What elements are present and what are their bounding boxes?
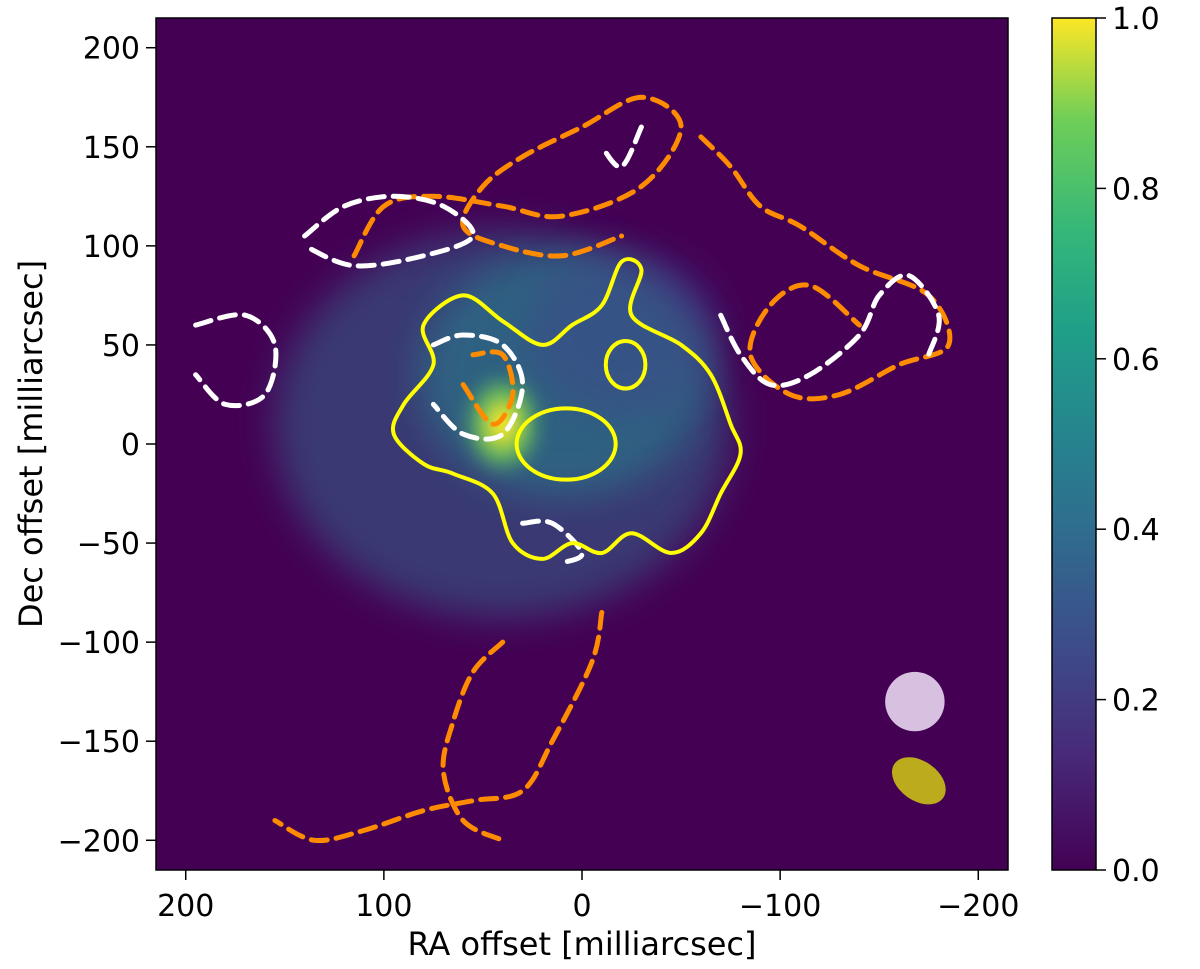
y-tick-label: 150 — [83, 131, 140, 166]
contour-layer — [193, 94, 953, 844]
contour-dashed-white — [193, 312, 279, 409]
x-tick-label: −200 — [937, 889, 1019, 924]
emission-layer — [274, 230, 731, 618]
y-tick-label: −50 — [77, 527, 140, 562]
y-tick-label: −150 — [58, 725, 140, 760]
beam-ellipse — [891, 757, 946, 805]
x-tick-label: 100 — [355, 889, 412, 924]
contour-dashed-orange — [460, 349, 516, 427]
x-tick-label: 0 — [572, 889, 591, 924]
x-axis-label: RA offset [milliarcsec] — [407, 925, 756, 963]
colorbar-tick-label: 0.6 — [1112, 343, 1160, 378]
y-axis-ticks: −200 −150 −100 −50 0 50 100 150 200 — [58, 32, 156, 859]
contour-dashed-white — [520, 518, 585, 566]
y-axis-label: Dec offset [milliarcsec] — [12, 260, 50, 628]
y-tick-label: −200 — [58, 824, 140, 859]
contour-solid-hole — [514, 406, 618, 482]
beam-ellipse — [885, 671, 945, 732]
colorbar-tick-label: 0.0 — [1112, 854, 1160, 889]
contour-dashed-white — [430, 332, 526, 442]
contour-solid-hole — [603, 338, 648, 391]
contour-dashed-white — [599, 124, 644, 170]
x-tick-label: −100 — [739, 889, 821, 924]
colorbar-tick-label: 1.0 — [1112, 2, 1160, 37]
y-tick-label: −100 — [58, 626, 140, 661]
x-tick-label: 200 — [157, 889, 214, 924]
y-tick-label: 100 — [83, 230, 140, 265]
colorbar-gradient — [1051, 17, 1097, 871]
y-tick-label: 50 — [102, 329, 140, 364]
contour-dashed-orange — [440, 639, 506, 843]
beam-markers — [885, 671, 946, 805]
colorbar: 0.0 0.2 0.4 0.6 0.8 1.0 — [1051, 2, 1160, 889]
colorbar-tick-label: 0.4 — [1112, 513, 1160, 548]
contour-dashed-orange — [351, 94, 684, 259]
contour-dashed-white — [302, 193, 476, 269]
contour-dashed-white — [718, 272, 942, 389]
contour-solid-main — [391, 257, 743, 561]
emission-peak-core — [486, 402, 519, 447]
y-tick-label: 200 — [83, 32, 140, 67]
contour-dashed-orange — [272, 609, 605, 844]
x-axis-ticks: 200 100 0 −100 −200 — [157, 870, 1019, 924]
colorbar-tick-label: 0.2 — [1112, 684, 1160, 719]
colorbar-tick-label: 0.8 — [1112, 172, 1160, 207]
emission-halo — [525, 252, 719, 418]
colorbar-ticks: 0.0 0.2 0.4 0.6 0.8 1.0 — [1096, 2, 1160, 889]
y-tick-label: 0 — [121, 428, 140, 463]
plot-area: 200 100 0 −100 −200 −200 −150 −100 −50 0 50 100 150… — [58, 17, 1019, 924]
